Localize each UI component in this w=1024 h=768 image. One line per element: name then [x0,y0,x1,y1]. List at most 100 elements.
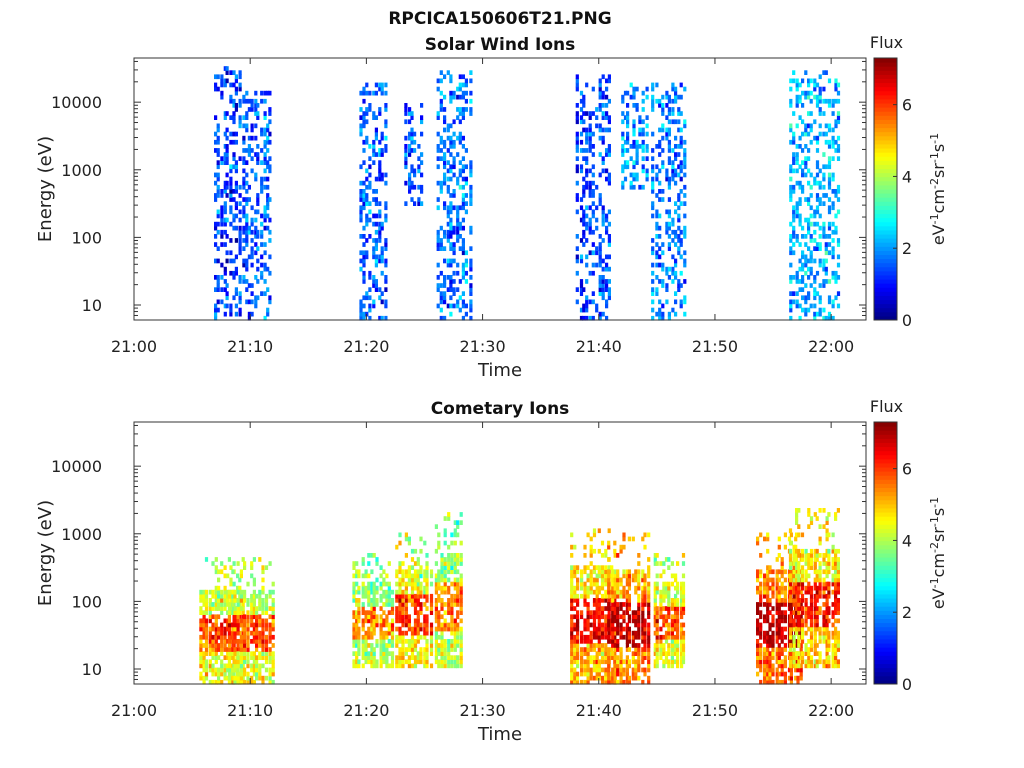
spectrogram-cell [233,647,237,652]
spectrogram-cell [419,634,423,640]
spectrogram-cell [250,262,254,268]
spectrogram-cell [220,221,224,227]
spectrogram-cell [437,532,441,538]
spectrogram-cell [440,573,444,579]
spectrogram-cell [469,275,473,280]
spectrogram-cell [250,205,254,211]
spectrogram-cell [667,311,671,317]
spectrogram-cell [469,111,473,116]
spectrogram-cell [419,647,423,652]
spectrogram-cell [254,229,258,235]
spectrogram-cell [232,213,236,219]
spectrogram-cell [254,176,258,182]
spectrogram-cell [226,593,230,599]
spectrogram-cell [263,217,267,223]
spectrogram-cell [771,577,775,583]
spectrogram-cell [236,626,240,632]
spectrogram-cell [637,581,641,587]
spectrogram-cell [836,197,841,202]
spectrogram-cell [227,618,231,624]
spectrogram-cell [613,679,617,685]
spectrogram-cell [384,103,388,108]
spectrogram-cell [586,675,590,681]
spectrogram-cell [775,622,779,628]
spectrogram-cell [245,180,249,186]
spectrogram-cell [413,659,418,665]
spectrogram-cell [607,606,611,611]
spectrogram-cell [202,643,206,648]
spectrogram-cell [439,315,443,321]
spectrogram-cell [809,565,814,570]
spectrogram-cell [681,561,686,566]
spectrogram-cell [775,671,779,677]
spectrogram-cell [625,573,629,579]
spectrogram-cell [795,82,799,88]
spectrogram-cell [407,577,411,583]
spectrogram-cell [591,131,595,137]
spectrogram-cell [439,90,443,96]
spectrogram-cell [582,209,586,215]
spectrogram-cell [461,176,465,182]
spectrogram-cell [595,651,599,656]
spectrogram-cell [671,107,675,112]
spectrogram-cell [613,671,617,677]
spectrogram-cell [813,553,817,558]
unit-exponent: -1 [928,213,941,224]
spectrogram-cell [440,569,444,575]
spectrogram-cell [625,639,629,644]
spectrogram-cell [680,626,684,632]
spectrogram-cell [607,671,611,677]
spectrogram-cell [787,667,792,673]
spectrogram-cell [384,217,388,223]
spectrogram-cell [641,90,645,96]
spectrogram-cell [792,618,796,624]
spectrogram-cell [681,553,686,558]
spectrogram-cell [605,283,609,288]
spectrogram-cell [416,639,420,644]
spectrogram-cell [638,115,642,120]
spectrogram-cell [619,606,623,611]
spectrogram-cell [809,139,813,145]
spectrogram-cell [667,581,671,587]
spectrogram-cell [801,168,805,174]
spectrogram-cell [226,626,230,632]
spectrogram-cell [619,651,623,656]
spectrogram-cell [809,172,813,178]
spectrogram-cell [404,107,408,112]
spectrogram-cell [255,614,259,620]
spectrogram-cell [800,593,805,599]
spectrogram-cell [413,561,418,566]
spectrogram-cell [674,651,678,656]
spectrogram-cell [459,639,463,644]
spectrogram-cell [443,115,447,120]
spectrogram-cell [357,569,361,575]
spectrogram-cell [626,119,630,125]
spectrogram-cell [368,275,372,280]
spectrogram-cell [674,622,678,628]
spectrogram-cell [591,86,595,92]
spectrogram-cell [464,107,468,112]
spectrogram-cell [600,585,605,591]
spectrogram-cell [370,606,374,611]
spectrogram-cell [378,160,382,165]
spectrogram-cell [579,279,584,284]
spectrogram-cell [410,111,414,116]
spectrogram-cell [804,217,808,223]
spectrogram-cell [586,634,590,640]
spectrogram-cell [605,176,609,182]
spectrogram-cell [236,651,240,656]
spectrogram-cell [437,622,441,628]
spectrogram-cell [227,622,231,628]
spectrogram-cell [413,548,418,554]
spectrogram-cell [679,299,683,305]
spectrogram-cell [385,651,389,656]
spectrogram-cell [266,266,270,272]
spectrogram-cell [822,569,826,575]
spectrogram-cell [807,651,811,656]
spectrogram-cell [771,569,775,575]
spectrogram-cell [420,115,424,120]
spectrogram-cell [385,573,389,579]
spectrogram-cell [768,602,772,607]
spectrogram-cell [627,606,631,611]
spectrogram-cell [604,548,608,554]
